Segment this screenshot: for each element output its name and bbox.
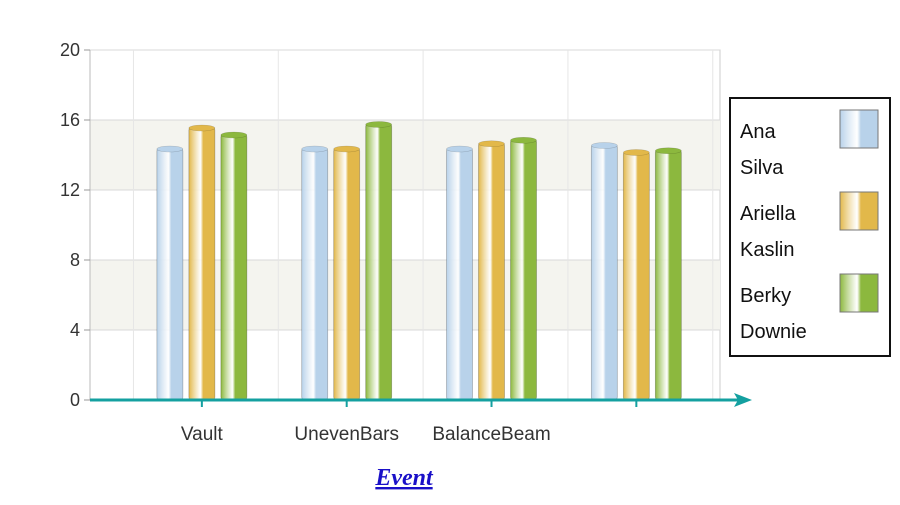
bar-cap xyxy=(365,121,392,128)
y-tick-label: 0 xyxy=(70,390,80,410)
legend-label: Downie xyxy=(740,321,807,343)
x-tick-label: Vault xyxy=(181,424,224,445)
y-tick-label: 4 xyxy=(70,320,80,340)
bar xyxy=(654,149,682,401)
y-tick-label: 16 xyxy=(60,110,80,130)
bar-cap xyxy=(510,136,537,144)
legend-swatch xyxy=(839,191,879,231)
legend-label: Kaslin xyxy=(740,239,794,261)
bar xyxy=(478,142,505,401)
bar xyxy=(365,123,393,401)
bars xyxy=(156,121,682,401)
x-tick-label: BalanceBeam xyxy=(432,424,550,445)
bar-cap xyxy=(188,124,216,132)
bar-cap xyxy=(333,145,360,153)
bar-cap xyxy=(301,145,328,153)
x-axis-arrow xyxy=(734,393,752,407)
bar xyxy=(301,147,329,401)
x-axis-label: Event xyxy=(374,465,434,491)
y-tick-label: 20 xyxy=(60,40,80,60)
bar xyxy=(590,144,618,401)
bar xyxy=(333,147,361,401)
bar-cap xyxy=(220,131,248,139)
bar-cap xyxy=(591,142,618,149)
legend-label: Berky xyxy=(740,285,791,307)
bar-cap xyxy=(655,147,682,155)
legend-label: Ariella xyxy=(740,203,796,225)
y-tick-label: 8 xyxy=(70,250,80,270)
legend-swatch xyxy=(839,273,879,313)
x-tick-labels: Vault UnevenBars BalanceBeam xyxy=(181,424,551,445)
legend-label: Ana xyxy=(740,121,776,143)
y-tick-label: 12 xyxy=(60,180,80,200)
bar-cap xyxy=(478,140,505,148)
y-tick-labels: 0 4 8 12 16 20 xyxy=(60,40,80,410)
x-tick-label: UnevenBars xyxy=(294,424,399,445)
bar xyxy=(220,133,248,401)
bar xyxy=(510,138,537,401)
legend-label: Silva xyxy=(740,157,784,179)
bar xyxy=(188,126,216,401)
legend: Ana Silva Ariella Kaslin Berky Downie xyxy=(729,97,891,357)
bar xyxy=(156,147,184,401)
bar-cap xyxy=(623,149,650,156)
bar-cap xyxy=(446,145,473,153)
bar-cap xyxy=(156,145,184,153)
bar xyxy=(622,151,650,401)
legend-swatch xyxy=(839,109,879,149)
axes xyxy=(84,49,752,407)
bar xyxy=(446,147,473,401)
